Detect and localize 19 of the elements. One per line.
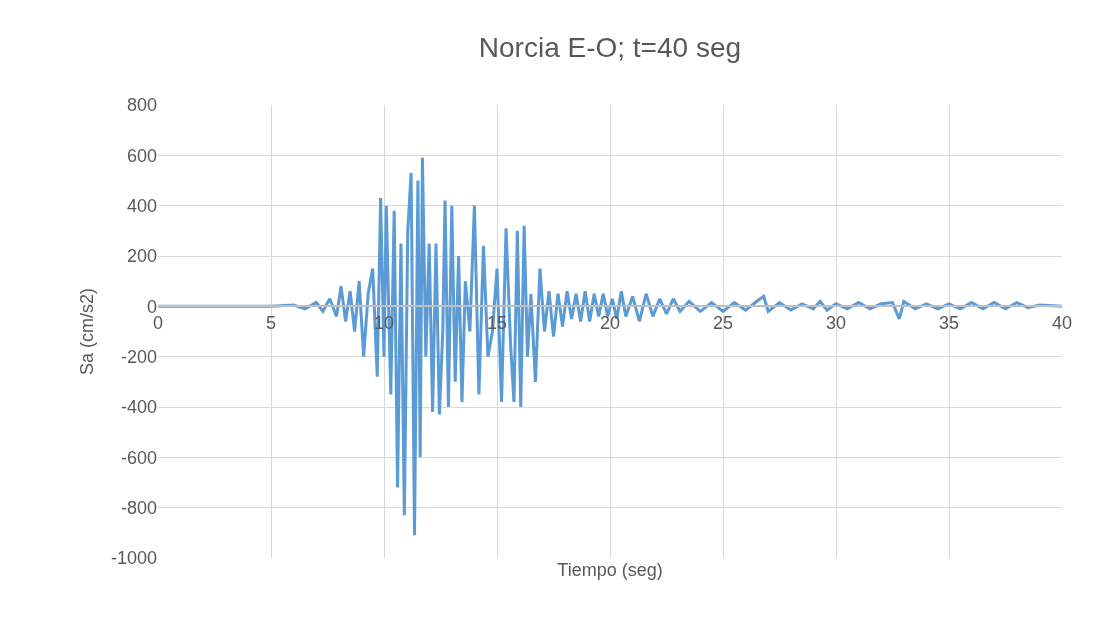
y-tick-label: -1000 bbox=[110, 548, 157, 569]
x-tick-label: 25 bbox=[712, 312, 734, 333]
x-tick-label: 5 bbox=[265, 312, 277, 333]
y-tick-label: -200 bbox=[120, 346, 157, 367]
y-tick-label: -400 bbox=[120, 397, 157, 418]
y-tick-label: -600 bbox=[120, 447, 157, 468]
chart-title: Norcia E-O; t=40 seg bbox=[478, 31, 742, 63]
x-tick-label: 20 bbox=[599, 312, 621, 333]
y-tick-label: 200 bbox=[126, 246, 157, 267]
y-tick-label: -800 bbox=[120, 497, 157, 518]
x-tick-label: 40 bbox=[1051, 312, 1073, 333]
y-tick-label: 600 bbox=[126, 145, 157, 166]
y-tick-label: 0 bbox=[146, 296, 157, 317]
y-tick-label: 800 bbox=[126, 95, 157, 116]
y-tick-label: 400 bbox=[126, 195, 157, 216]
y-axis-title: Sa (cm/s2) bbox=[77, 287, 98, 376]
x-tick-label: 30 bbox=[825, 312, 847, 333]
x-tick-label: 35 bbox=[938, 312, 960, 333]
x-axis-title: Tiempo (seg) bbox=[557, 560, 663, 581]
